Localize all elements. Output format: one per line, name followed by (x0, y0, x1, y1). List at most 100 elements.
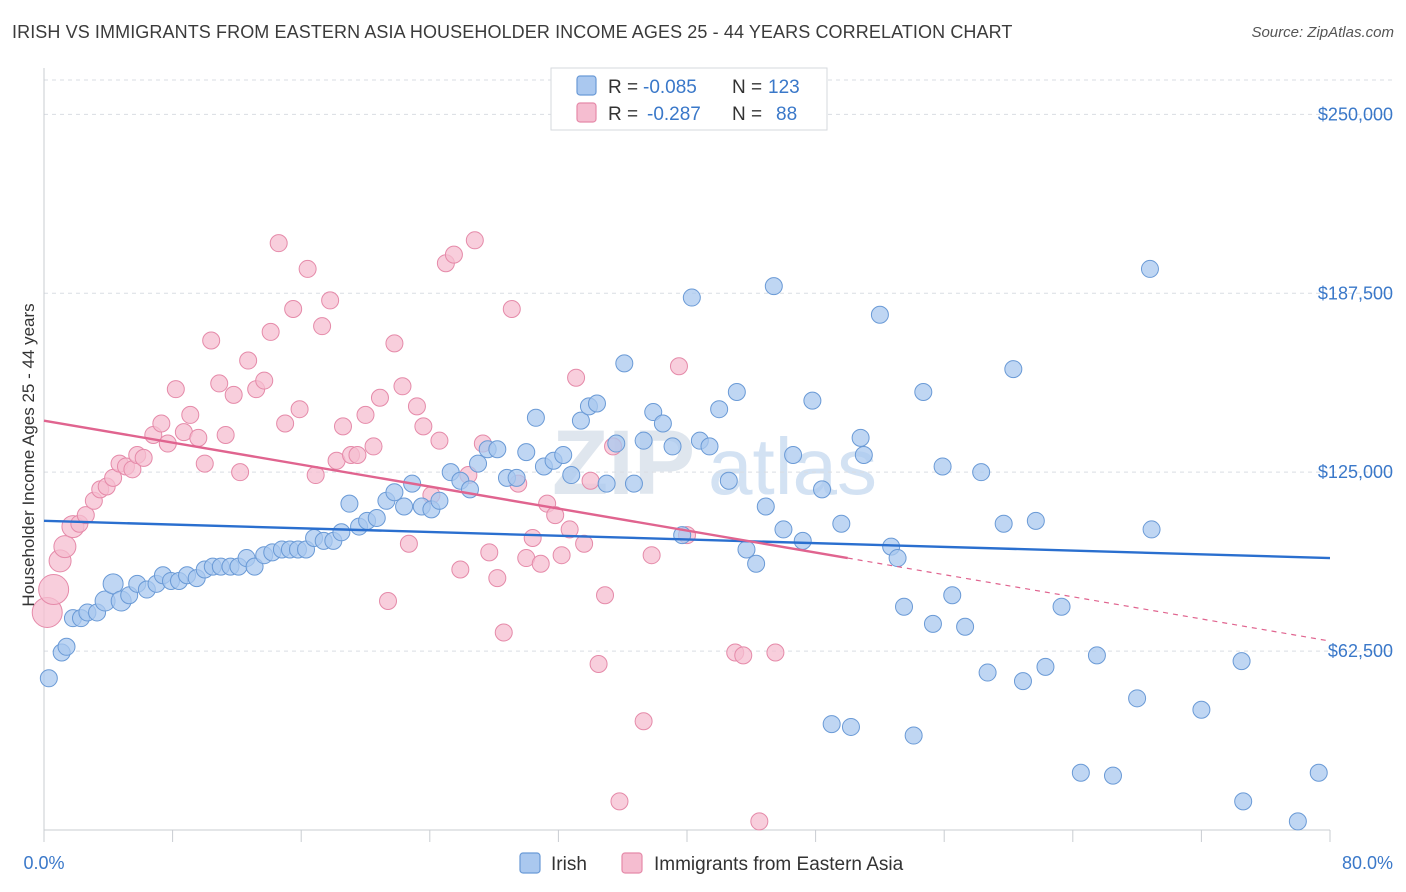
y-axis-label: Householder Income Ages 25 - 44 years (19, 303, 38, 606)
bottom-legend-swatch-irish (519, 852, 541, 874)
irish-point-102 (956, 617, 975, 636)
eastern-asia-point-44 (348, 446, 367, 464)
eastern-asia-point-60 (465, 231, 484, 250)
eastern-asia-point-29 (239, 351, 258, 370)
legend-n-value-irish: 123 (768, 77, 800, 98)
eastern-asia-point-26 (216, 425, 235, 444)
irish-trend-line (43, 519, 1331, 560)
irish-point-73 (682, 288, 701, 307)
irish-point-56 (526, 408, 545, 427)
eastern-asia-point-33 (269, 234, 288, 253)
eastern-asia-point-1 (38, 574, 70, 606)
x-tick-labels: 0.0% 80.0% (23, 853, 1393, 873)
irish-point-66 (615, 354, 634, 373)
eastern-asia-point-82 (642, 546, 661, 565)
irish-point-77 (719, 471, 738, 490)
irish-point-64 (597, 474, 616, 493)
eastern-asia-point-83 (669, 357, 688, 376)
irish-point-87 (813, 480, 832, 499)
watermark-zip: ZIP (552, 412, 695, 514)
eastern-asia-point-39 (313, 317, 332, 336)
eastern-asia-point-40 (321, 291, 340, 310)
irish-point-36 (340, 494, 359, 513)
irish-point-81 (756, 497, 775, 516)
irish-point-98 (914, 383, 933, 402)
eastern-asia-point-80 (610, 792, 629, 811)
y-tick-label-2: $187,500 (1318, 283, 1393, 303)
irish-point-114 (1128, 689, 1147, 708)
eastern-asia-point-81 (634, 712, 653, 731)
irish-point-109 (1036, 657, 1055, 676)
eastern-asia-point-76 (581, 471, 600, 490)
trend-lines (43, 419, 1331, 642)
irish-point-104 (978, 663, 997, 682)
eastern-asia-point-63 (488, 569, 507, 588)
eastern-asia-point-22 (189, 428, 208, 447)
eastern-asia-point-78 (596, 586, 615, 605)
eastern-asia-point-73 (560, 520, 579, 539)
eastern-asia-point-86 (734, 646, 753, 665)
eastern-asia-trend-extension (847, 557, 1331, 642)
irish-point-95 (888, 549, 907, 568)
eastern-asia-point-45 (356, 405, 375, 424)
eastern-asia-point-28 (231, 463, 250, 482)
irish-point-86 (803, 391, 822, 410)
irish-point-111 (1071, 763, 1090, 782)
eastern-asia-point-23 (195, 454, 214, 473)
irish-point-93 (870, 305, 889, 324)
irish-point-116 (1142, 520, 1161, 539)
chart-title: IRISH VS IMMIGRANTS FROM EASTERN ASIA HO… (12, 22, 1013, 42)
eastern-asia-point-25 (210, 374, 229, 393)
legend-swatch-irish (576, 75, 597, 96)
eastern-asia-point-75 (575, 534, 594, 553)
eastern-asia-point-74 (567, 368, 586, 387)
irish-point-52 (488, 440, 507, 459)
irish-point-39 (367, 508, 386, 527)
x-tick-label-1: 80.0% (1342, 853, 1393, 873)
eastern-asia-point-53 (414, 417, 433, 436)
axes (43, 68, 1331, 842)
eastern-asia-point-35 (284, 300, 303, 319)
eastern-asia-point-50 (393, 377, 412, 396)
correlation-legend: R = -0.085 N = 123 R = -0.287 N = 88 (550, 67, 828, 131)
eastern-asia-point-42 (333, 417, 352, 436)
watermark-atlas: atlas (708, 422, 877, 511)
irish-point-106 (1004, 360, 1023, 379)
irish-point-2 (57, 637, 76, 656)
eastern-asia-point-51 (399, 534, 418, 553)
eastern-asia-point-87 (750, 812, 769, 831)
irish-point-92 (854, 446, 873, 464)
eastern-asia-point-32 (261, 322, 280, 341)
legend-r-label-eastern-asia: R = (608, 104, 638, 125)
eastern-asia-trend-line (43, 419, 848, 560)
irish-point-42 (395, 497, 414, 516)
watermark: ZIP atlas (552, 412, 877, 514)
irish-point-89 (832, 514, 851, 533)
eastern-asia-point-55 (430, 431, 449, 450)
eastern-asia-point-31 (255, 371, 274, 390)
irish-point-50 (469, 454, 488, 473)
irish-point-0 (39, 669, 58, 688)
irish-point-103 (972, 463, 991, 482)
irish-point-112 (1087, 646, 1106, 665)
irish-point-91 (851, 428, 870, 447)
eastern-asia-point-62 (480, 543, 499, 562)
irish-point-113 (1103, 766, 1122, 785)
eastern-asia-point-71 (546, 506, 565, 525)
irish-point-80 (747, 554, 766, 573)
legend-r-value-eastern-asia: -0.287 (647, 104, 701, 125)
irish-point-82 (764, 277, 783, 296)
irish-point-115 (1140, 259, 1159, 278)
irish-point-65 (607, 434, 626, 453)
eastern-asia-point-36 (290, 400, 309, 419)
eastern-asia-point-46 (364, 437, 383, 456)
eastern-asia-point-19 (166, 380, 185, 399)
legend-box (550, 67, 828, 131)
irish-point-83 (774, 520, 793, 539)
eastern-asia-point-52 (407, 397, 426, 416)
x-tick-label-0: 0.0% (23, 853, 64, 873)
irish-point-118 (1232, 652, 1251, 671)
irish-point-117 (1192, 700, 1211, 719)
irish-point-59 (554, 446, 573, 464)
